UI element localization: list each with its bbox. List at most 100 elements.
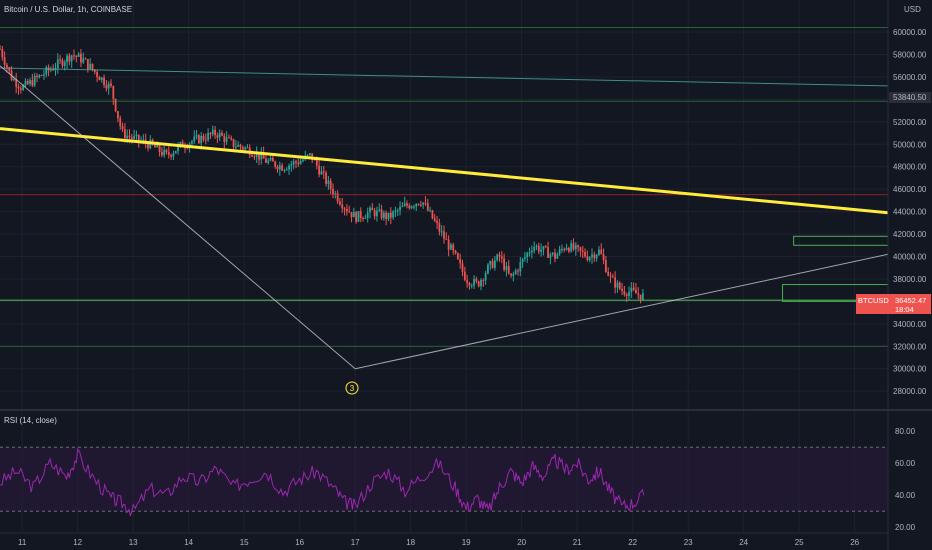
candle xyxy=(343,206,346,216)
price-tick-label: 28000.00 xyxy=(893,387,927,396)
candle-body xyxy=(24,81,27,86)
drawings-layer[interactable] xyxy=(0,27,889,370)
candle-body xyxy=(114,98,117,112)
candle xyxy=(484,270,487,285)
candle-body xyxy=(535,245,538,247)
candle-body xyxy=(135,134,138,137)
rsi-pane[interactable] xyxy=(0,446,888,517)
candle xyxy=(110,79,112,88)
rsi-line[interactable] xyxy=(0,447,645,517)
candle-body xyxy=(107,83,110,89)
teal-upper-line[interactable] xyxy=(0,67,889,87)
candle-body xyxy=(299,161,302,165)
candle-body xyxy=(0,48,1,50)
candle-body xyxy=(343,208,346,210)
candle-body xyxy=(89,63,92,70)
candle xyxy=(352,207,355,218)
candle xyxy=(468,281,471,290)
candle xyxy=(207,128,210,142)
candle-body xyxy=(230,137,233,140)
candle-body xyxy=(350,212,353,218)
candle xyxy=(380,204,383,221)
candle-body xyxy=(399,206,401,211)
candle-body xyxy=(325,172,327,184)
candle-body xyxy=(475,278,478,282)
candle xyxy=(56,53,59,74)
time-axis[interactable]: 11 12 13 14 15 16 17 18 19 20 21 22 23 24 25 26 xyxy=(18,538,860,547)
candle-body xyxy=(503,258,506,270)
candle xyxy=(630,282,633,298)
candle xyxy=(387,212,390,222)
candle-body xyxy=(313,159,316,161)
candle-body xyxy=(542,246,545,250)
candle xyxy=(410,205,413,210)
marked-price-bg xyxy=(889,92,931,103)
time-tick-label: 17 xyxy=(351,538,360,547)
candle-body xyxy=(234,146,237,148)
white-drop-line[interactable] xyxy=(0,65,356,370)
candle-body xyxy=(216,135,219,138)
candle-body xyxy=(406,203,408,206)
candle xyxy=(399,201,401,216)
candle-body xyxy=(223,135,226,142)
candle xyxy=(96,69,99,83)
candle-body xyxy=(31,80,34,86)
candle-body xyxy=(165,149,168,153)
candle-body xyxy=(186,147,189,149)
candle-body xyxy=(345,209,348,212)
candle xyxy=(12,75,15,82)
wave-marker[interactable]: 3 xyxy=(345,381,359,395)
candle xyxy=(572,238,575,252)
white-support-line[interactable] xyxy=(355,253,889,370)
candle xyxy=(635,282,637,294)
candle xyxy=(278,161,281,176)
candle-body xyxy=(519,262,522,272)
yellow-trendline[interactable] xyxy=(0,127,889,215)
candle-body xyxy=(327,180,330,184)
candle xyxy=(493,256,496,271)
candle xyxy=(232,138,235,150)
candle-body xyxy=(565,247,568,250)
candle xyxy=(339,197,341,207)
candle xyxy=(103,74,105,88)
rsi-axis[interactable]: 20.00 40.00 60.00 80.00 xyxy=(895,427,916,532)
candle-body xyxy=(262,152,265,159)
candle-body xyxy=(251,154,253,157)
candle xyxy=(570,240,573,253)
current-price-bg xyxy=(856,294,931,314)
candle xyxy=(641,288,644,301)
candle xyxy=(267,157,270,165)
candle-body xyxy=(160,151,163,156)
candle xyxy=(15,72,18,94)
candle-body xyxy=(174,150,177,154)
candle-body xyxy=(357,211,360,222)
candle-body xyxy=(433,218,436,221)
candle xyxy=(112,85,115,105)
candle-body xyxy=(385,212,388,219)
candle xyxy=(239,143,242,151)
time-tick-label: 21 xyxy=(573,538,582,547)
candle-body xyxy=(528,252,531,254)
candle-body xyxy=(579,247,582,251)
candle xyxy=(17,83,20,95)
candle xyxy=(376,206,378,222)
candle xyxy=(82,52,85,64)
candle-body xyxy=(364,217,367,219)
candle-body xyxy=(389,212,392,218)
candle xyxy=(491,258,494,269)
candle-body xyxy=(59,59,62,61)
candle xyxy=(3,51,6,69)
candle-body xyxy=(96,71,99,77)
candle xyxy=(276,164,279,173)
candle xyxy=(463,266,466,282)
candle-body xyxy=(267,160,270,163)
candle-body xyxy=(431,210,434,219)
candle xyxy=(415,203,418,212)
candle-body xyxy=(66,55,68,63)
candle xyxy=(584,248,586,258)
candle-body xyxy=(318,165,321,175)
candle xyxy=(514,268,517,275)
candle-body xyxy=(591,254,593,258)
candle xyxy=(359,207,362,223)
